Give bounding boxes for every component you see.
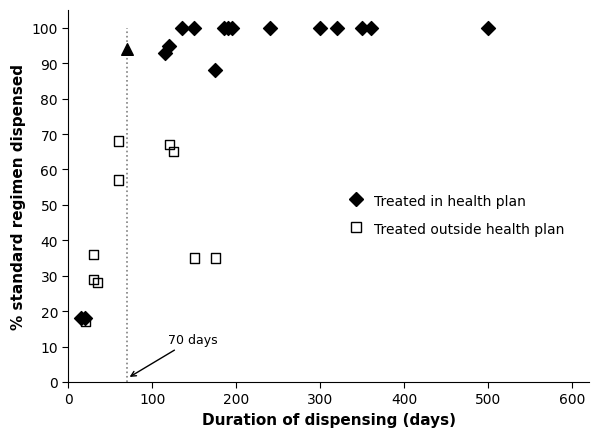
Point bbox=[122, 46, 132, 53]
X-axis label: Duration of dispensing (days): Duration of dispensing (days) bbox=[202, 412, 455, 427]
Treated outside health plan bbox=[93, 279, 103, 286]
Text: 70 days: 70 days bbox=[131, 333, 217, 376]
Treated outside health plan bbox=[114, 177, 124, 184]
Treated outside health plan bbox=[211, 255, 220, 262]
Treated in health plan bbox=[160, 50, 170, 57]
Treated outside health plan bbox=[114, 138, 124, 145]
Treated outside health plan bbox=[169, 149, 178, 156]
Y-axis label: % standard regimen dispensed: % standard regimen dispensed bbox=[11, 64, 26, 329]
Treated outside health plan bbox=[80, 318, 90, 325]
Treated in health plan bbox=[219, 25, 229, 32]
Treated in health plan bbox=[358, 25, 367, 32]
Treated outside health plan bbox=[164, 142, 174, 149]
Legend: Treated in health plan, Treated outside health plan: Treated in health plan, Treated outside … bbox=[342, 187, 572, 243]
Treated in health plan bbox=[265, 25, 275, 32]
Treated in health plan bbox=[366, 25, 376, 32]
Treated in health plan bbox=[190, 25, 199, 32]
Treated in health plan bbox=[227, 25, 237, 32]
Treated in health plan bbox=[164, 43, 174, 50]
Treated in health plan bbox=[80, 315, 90, 322]
Treated outside health plan bbox=[190, 255, 199, 262]
Treated in health plan bbox=[177, 25, 187, 32]
Treated in health plan bbox=[484, 25, 493, 32]
Treated in health plan bbox=[211, 67, 220, 74]
Treated outside health plan bbox=[89, 276, 98, 283]
Treated in health plan bbox=[223, 25, 233, 32]
Treated in health plan bbox=[316, 25, 325, 32]
Treated in health plan bbox=[332, 25, 342, 32]
Treated outside health plan bbox=[89, 251, 98, 258]
Treated in health plan bbox=[76, 315, 86, 322]
